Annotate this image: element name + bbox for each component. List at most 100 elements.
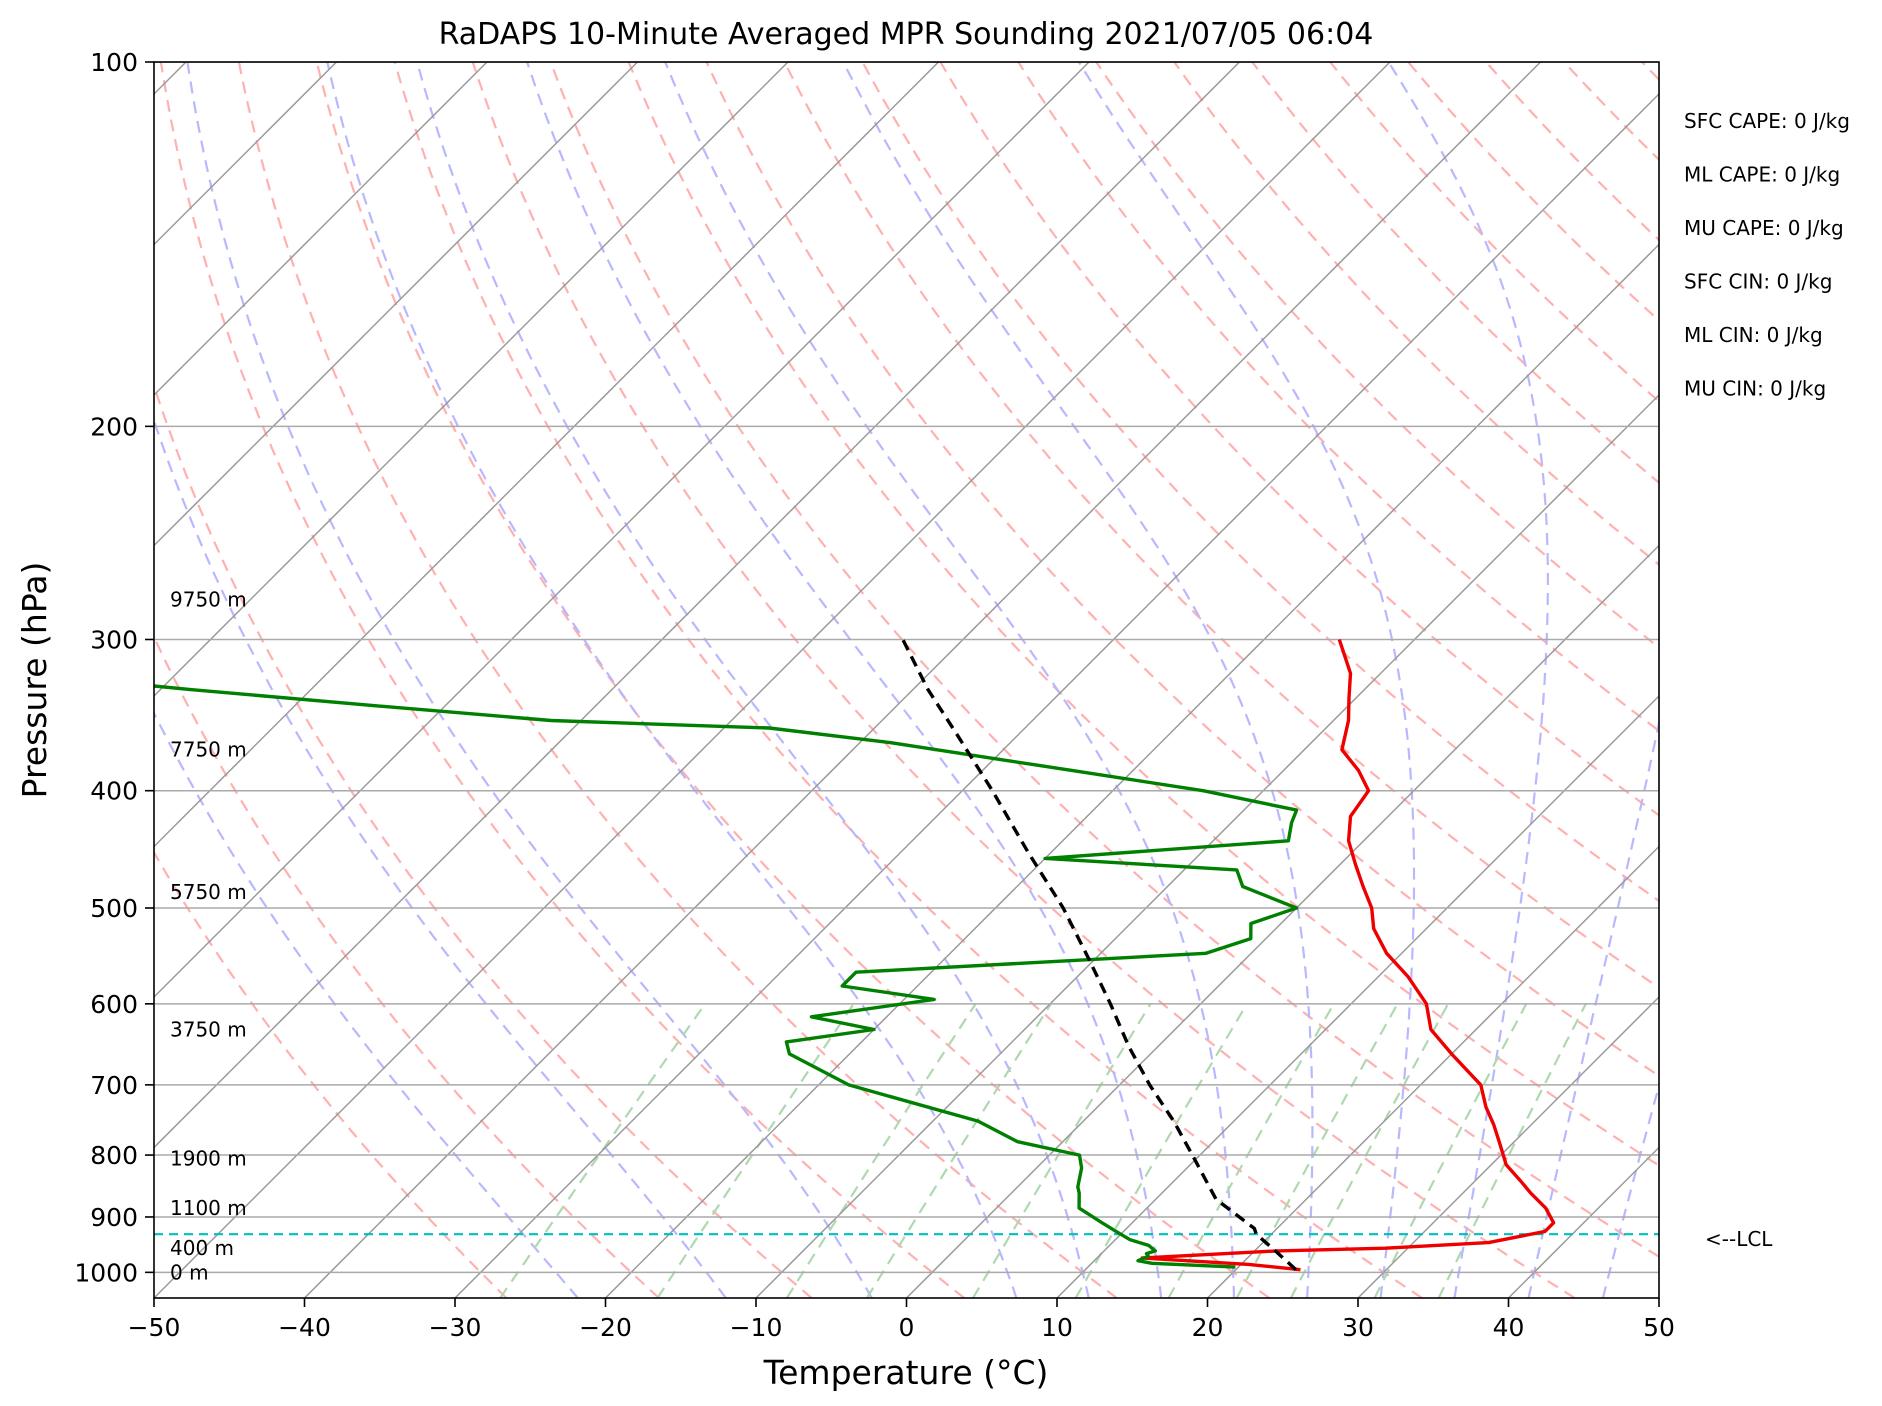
parcel-line bbox=[901, 638, 1298, 1271]
isotherm bbox=[154, 62, 1391, 1298]
x-tick-label: 10 bbox=[1041, 1313, 1073, 1342]
y-axis: 100 200 300 400 500 600 700 800 900 1000 bbox=[74, 48, 154, 1287]
height-label: 3750 m bbox=[170, 1017, 247, 1041]
sounding-series bbox=[154, 638, 1556, 1272]
lcl-marker: <--LCL bbox=[154, 1227, 1773, 1251]
mixing-ratio-line bbox=[972, 1003, 1152, 1298]
dry-adiabat bbox=[783, 62, 1659, 990]
x-tick-label: −40 bbox=[278, 1313, 331, 1342]
dry-adiabat bbox=[1407, 62, 1659, 322]
y-tick-label: 200 bbox=[90, 412, 138, 441]
mixing-ratio-line bbox=[865, 1003, 1052, 1298]
dry-adiabat bbox=[1095, 62, 1659, 649]
mixing-ratio-line bbox=[1289, 1003, 1450, 1298]
moist-adiabat bbox=[154, 417, 727, 1298]
height-label: 400 m bbox=[170, 1236, 234, 1260]
moist-adiabat bbox=[842, 62, 1314, 1298]
dry-adiabat bbox=[237, 62, 1118, 1298]
x-tick-label: 30 bbox=[1342, 1313, 1374, 1342]
y-tick-label: 800 bbox=[90, 1141, 138, 1170]
x-axis-label: Temperature (°C) bbox=[763, 1353, 1049, 1392]
y-tick-label: 500 bbox=[90, 894, 138, 923]
y-tick-label: 100 bbox=[90, 48, 138, 77]
chart-title: RaDAPS 10-Minute Averaged MPR Sounding 2… bbox=[439, 17, 1374, 52]
moist-adiabat bbox=[664, 62, 1236, 1298]
mixing-ratio-line bbox=[1074, 1003, 1248, 1298]
stability-index: SFC CAPE: 0 J/kg bbox=[1684, 109, 1850, 133]
height-label: 1100 m bbox=[170, 1196, 247, 1220]
moist-adiabat bbox=[1387, 62, 1549, 1298]
stability-index: ML CAPE: 0 J/kg bbox=[1684, 163, 1840, 187]
dry-adiabat bbox=[159, 62, 965, 1298]
dry-adiabat bbox=[154, 634, 660, 1298]
x-tick-label: 0 bbox=[899, 1313, 915, 1342]
mixing-ratio-line bbox=[656, 1003, 855, 1298]
isotherm bbox=[604, 243, 1659, 1298]
mixing-ratio-line bbox=[1235, 1003, 1399, 1298]
dry-adiabat bbox=[627, 62, 1659, 1167]
dry-adiabat bbox=[471, 62, 1576, 1298]
x-tick-label: 40 bbox=[1493, 1313, 1525, 1342]
isotherm bbox=[454, 92, 1659, 1298]
gridlines bbox=[154, 62, 1659, 1298]
y-axis-label: Pressure (hPa) bbox=[15, 562, 54, 799]
moist-adiabat bbox=[416, 62, 1090, 1298]
moist-adiabat bbox=[1601, 1081, 1659, 1298]
stability-index: MU CAPE: 0 J/kg bbox=[1684, 216, 1844, 240]
y-tick-label: 1000 bbox=[74, 1258, 138, 1287]
y-tick-label: 300 bbox=[90, 625, 138, 654]
x-tick-label: 50 bbox=[1643, 1313, 1675, 1342]
height-label: 9750 m bbox=[170, 587, 247, 611]
isotherm bbox=[154, 62, 789, 698]
dry-adiabat bbox=[1173, 62, 1659, 567]
height-label: 0 m bbox=[170, 1260, 209, 1284]
height-label: 5750 m bbox=[170, 880, 247, 904]
stability-index: ML CIN: 0 J/kg bbox=[1684, 323, 1823, 347]
isotherm bbox=[1206, 845, 1659, 1298]
x-tick-label: −20 bbox=[579, 1313, 632, 1342]
mixing-ratio-line bbox=[1437, 1003, 1587, 1298]
mixing-ratio-line bbox=[1373, 1003, 1528, 1298]
y-tick-label: 600 bbox=[90, 990, 138, 1019]
isotherm bbox=[755, 393, 1659, 1298]
mixing-ratio-line bbox=[499, 1003, 707, 1298]
dewpoint-line bbox=[154, 684, 1299, 1269]
isotherm bbox=[154, 62, 639, 547]
mixing-ratio-line bbox=[1167, 1003, 1335, 1298]
x-tick-label: −30 bbox=[429, 1313, 482, 1342]
temperature-line bbox=[1140, 638, 1556, 1272]
height-label: 1900 m bbox=[170, 1146, 247, 1170]
stability-index: MU CIN: 0 J/kg bbox=[1684, 377, 1826, 401]
isotherm bbox=[154, 62, 488, 397]
dry-adiabat bbox=[705, 62, 1659, 1078]
isotherm bbox=[905, 544, 1659, 1298]
dry-adiabat bbox=[1017, 62, 1659, 733]
y-tick-label: 900 bbox=[90, 1203, 138, 1232]
y-tick-label: 400 bbox=[90, 777, 138, 806]
isotherm bbox=[1056, 694, 1659, 1298]
moist-adiabat bbox=[186, 62, 873, 1298]
stability-index: SFC CIN: 0 J/kg bbox=[1684, 270, 1832, 294]
isotherm bbox=[154, 62, 940, 848]
dry-adiabat bbox=[549, 62, 1659, 1258]
x-tick-label: −10 bbox=[730, 1313, 783, 1342]
x-axis: −50 −40 −30 −20 −10 0 10 20 30 40 50 bbox=[128, 1298, 1675, 1342]
dry-adiabat bbox=[393, 62, 1423, 1298]
x-tick-label: 20 bbox=[1192, 1313, 1224, 1342]
isotherm bbox=[1357, 995, 1659, 1298]
x-tick-label: −50 bbox=[128, 1313, 181, 1342]
dry-adiabat bbox=[939, 62, 1659, 817]
isotherm bbox=[154, 62, 1241, 1149]
isotherm bbox=[154, 62, 1090, 999]
lcl-label: <--LCL bbox=[1705, 1227, 1773, 1251]
stability-indices: SFC CAPE: 0 J/kg ML CAPE: 0 J/kg MU CAPE: … bbox=[1684, 109, 1850, 401]
moist-adiabat bbox=[526, 62, 1163, 1298]
height-label: 7750 m bbox=[170, 738, 247, 762]
moist-adiabat bbox=[154, 710, 579, 1298]
moist-adiabat bbox=[1077, 62, 1416, 1298]
mixing-ratio-line bbox=[785, 1003, 977, 1298]
dry-adiabat bbox=[154, 382, 813, 1298]
y-tick-label: 700 bbox=[90, 1071, 138, 1100]
